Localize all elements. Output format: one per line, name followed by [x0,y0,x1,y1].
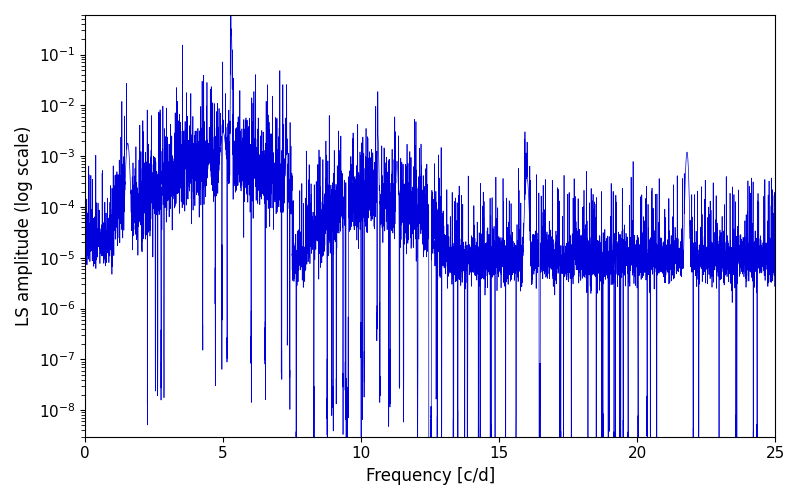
X-axis label: Frequency [c/d]: Frequency [c/d] [366,467,494,485]
Y-axis label: LS amplitude (log scale): LS amplitude (log scale) [15,126,33,326]
